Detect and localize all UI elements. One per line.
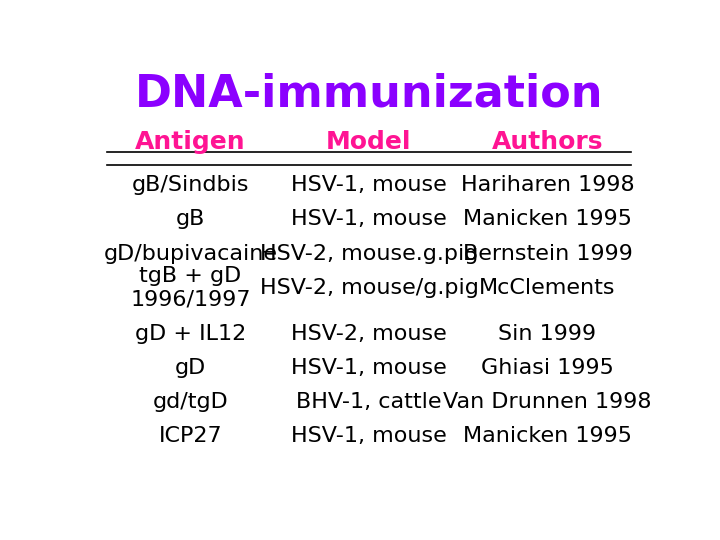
Text: gd/tgD: gd/tgD [153,392,228,412]
Text: gB: gB [176,210,205,230]
Text: ICP27: ICP27 [158,426,222,446]
Text: Ghiasi 1995: Ghiasi 1995 [481,358,614,378]
Text: BHV-1, cattle: BHV-1, cattle [296,392,442,412]
Text: HSV-2, mouse/g.pig: HSV-2, mouse/g.pig [260,278,478,298]
Text: HSV-2, mouse: HSV-2, mouse [291,323,447,343]
Text: gD/bupivacaine: gD/bupivacaine [104,244,277,264]
Text: HSV-1, mouse: HSV-1, mouse [291,358,447,378]
Text: Manicken 1995: Manicken 1995 [463,426,632,446]
Text: HSV-1, mouse: HSV-1, mouse [291,426,447,446]
Text: Sin 1999: Sin 1999 [498,323,597,343]
Text: HSV-1, mouse: HSV-1, mouse [291,176,447,195]
Text: HSV-2, mouse.g.pig: HSV-2, mouse.g.pig [260,244,478,264]
Text: Authors: Authors [492,130,603,154]
Text: Antigen: Antigen [135,130,246,154]
Text: McClements: McClements [480,278,616,298]
Text: Bernstein 1999: Bernstein 1999 [463,244,632,264]
Text: HSV-1, mouse: HSV-1, mouse [291,210,447,230]
Text: gD: gD [175,358,206,378]
Text: Van Drunnen 1998: Van Drunnen 1998 [444,392,652,412]
Text: gD + IL12: gD + IL12 [135,323,246,343]
Text: Model: Model [326,130,412,154]
Text: tgB + gD
1996/1997: tgB + gD 1996/1997 [130,266,251,309]
Text: gB/Sindbis: gB/Sindbis [132,176,249,195]
Text: DNA-immunization: DNA-immunization [135,72,603,116]
Text: Hariharen 1998: Hariharen 1998 [461,176,634,195]
Text: Manicken 1995: Manicken 1995 [463,210,632,230]
